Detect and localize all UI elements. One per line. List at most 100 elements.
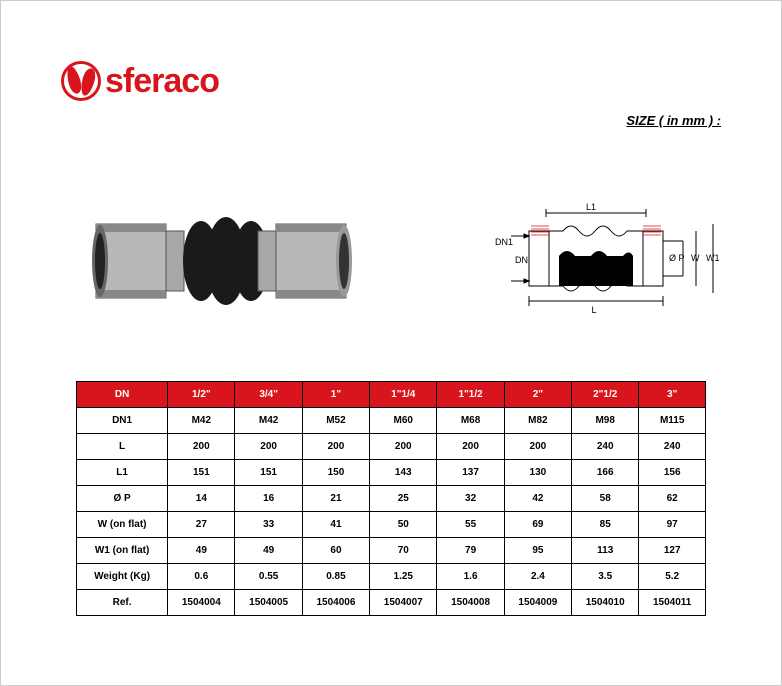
table-cell: M60 xyxy=(370,408,437,434)
table-cell: M42 xyxy=(235,408,302,434)
table-cell: M42 xyxy=(168,408,235,434)
table-cell: 200 xyxy=(235,434,302,460)
table-cell: M82 xyxy=(504,408,571,434)
table-row: L1151151150143137130166156 xyxy=(77,460,706,486)
table-cell: 25 xyxy=(370,486,437,512)
table-cell: 62 xyxy=(639,486,706,512)
dim-l1: L1 xyxy=(586,202,596,212)
dim-w: W xyxy=(691,253,700,263)
table-header-cell: 1"1/4 xyxy=(370,382,437,408)
table-cell: 151 xyxy=(168,460,235,486)
dim-l: L xyxy=(591,305,596,315)
table-header-cell: 2" xyxy=(504,382,571,408)
table-cell: 2.4 xyxy=(504,564,571,590)
table-header-cell: 1"1/2 xyxy=(437,382,504,408)
table-cell: 200 xyxy=(504,434,571,460)
table-cell: 50 xyxy=(370,512,437,538)
table-row-label: Ref. xyxy=(77,590,168,616)
table-cell: M98 xyxy=(572,408,639,434)
table-cell: 1.6 xyxy=(437,564,504,590)
table-cell: 27 xyxy=(168,512,235,538)
product-photo xyxy=(86,196,356,326)
table-cell: 1504008 xyxy=(437,590,504,616)
table-cell: 79 xyxy=(437,538,504,564)
table-cell: 69 xyxy=(504,512,571,538)
table-cell: 1504004 xyxy=(168,590,235,616)
table-cell: 49 xyxy=(168,538,235,564)
table-cell: 0.6 xyxy=(168,564,235,590)
table-row: DN1M42M42M52M60M68M82M98M115 xyxy=(77,408,706,434)
table-cell: 1504011 xyxy=(639,590,706,616)
table-header-cell: DN xyxy=(77,382,168,408)
table-cell: 60 xyxy=(302,538,369,564)
table-row: Ø P1416212532425862 xyxy=(77,486,706,512)
table-row-label: W (on flat) xyxy=(77,512,168,538)
table-row: Weight (Kg)0.60.550.851.251.62.43.55.2 xyxy=(77,564,706,590)
table-cell: 0.55 xyxy=(235,564,302,590)
table-cell: 1504010 xyxy=(572,590,639,616)
table-cell: 3.5 xyxy=(572,564,639,590)
table-cell: 127 xyxy=(639,538,706,564)
table-row: L200200200200200200240240 xyxy=(77,434,706,460)
table-header-row: DN1/2"3/4"1"1"1/41"1/22"2"1/23" xyxy=(77,382,706,408)
table-cell: 1504005 xyxy=(235,590,302,616)
table-cell: 16 xyxy=(235,486,302,512)
table-cell: 166 xyxy=(572,460,639,486)
dim-dn1: DN1 xyxy=(495,237,513,247)
table-cell: 49 xyxy=(235,538,302,564)
table-cell: 95 xyxy=(504,538,571,564)
table-row-label: W1 (on flat) xyxy=(77,538,168,564)
table-row-label: L1 xyxy=(77,460,168,486)
table-cell: 113 xyxy=(572,538,639,564)
table-row-label: DN1 xyxy=(77,408,168,434)
table-cell: 200 xyxy=(370,434,437,460)
table-cell: 240 xyxy=(639,434,706,460)
table-cell: M68 xyxy=(437,408,504,434)
table-cell: 0.85 xyxy=(302,564,369,590)
table-cell: 200 xyxy=(168,434,235,460)
table-cell: 5.2 xyxy=(639,564,706,590)
table-cell: 58 xyxy=(572,486,639,512)
table-cell: 1504007 xyxy=(370,590,437,616)
dim-w1: W1 xyxy=(706,253,720,263)
table-cell: 85 xyxy=(572,512,639,538)
table-cell: 1504006 xyxy=(302,590,369,616)
brand-logo: sferaco xyxy=(61,61,219,101)
table-cell: 137 xyxy=(437,460,504,486)
table-cell: 33 xyxy=(235,512,302,538)
table-cell: 42 xyxy=(504,486,571,512)
table-header-cell: 1/2" xyxy=(168,382,235,408)
table-header-cell: 2"1/2 xyxy=(572,382,639,408)
brand-logo-icon xyxy=(61,61,101,101)
table-header-cell: 3/4" xyxy=(235,382,302,408)
table-cell: 200 xyxy=(437,434,504,460)
size-label: SIZE ( in mm ) : xyxy=(626,113,721,128)
table-cell: 130 xyxy=(504,460,571,486)
table-cell: 151 xyxy=(235,460,302,486)
table-cell: 150 xyxy=(302,460,369,486)
table-cell: 1.25 xyxy=(370,564,437,590)
table-row-label: Ø P xyxy=(77,486,168,512)
table-cell: 55 xyxy=(437,512,504,538)
dimension-diagram: L1 DN1 DN Ø P xyxy=(491,201,731,321)
table-row: W1 (on flat)494960707995113127 xyxy=(77,538,706,564)
table-header-cell: 1" xyxy=(302,382,369,408)
table-row-label: L xyxy=(77,434,168,460)
table-cell: 143 xyxy=(370,460,437,486)
dim-dn: DN xyxy=(515,255,528,265)
table-cell: M52 xyxy=(302,408,369,434)
table-header-cell: 3" xyxy=(639,382,706,408)
table-cell: 14 xyxy=(168,486,235,512)
table-cell: 32 xyxy=(437,486,504,512)
table-row: Ref.150400415040051504006150400715040081… xyxy=(77,590,706,616)
table-cell: 1504009 xyxy=(504,590,571,616)
table-cell: 97 xyxy=(639,512,706,538)
spec-table: DN1/2"3/4"1"1"1/41"1/22"2"1/23" DN1M42M4… xyxy=(76,381,706,616)
table-cell: 21 xyxy=(302,486,369,512)
table-cell: 240 xyxy=(572,434,639,460)
dim-op: Ø P xyxy=(669,253,685,263)
table-cell: 41 xyxy=(302,512,369,538)
table-cell: M115 xyxy=(639,408,706,434)
brand-name: sferaco xyxy=(105,62,219,101)
table-row-label: Weight (Kg) xyxy=(77,564,168,590)
